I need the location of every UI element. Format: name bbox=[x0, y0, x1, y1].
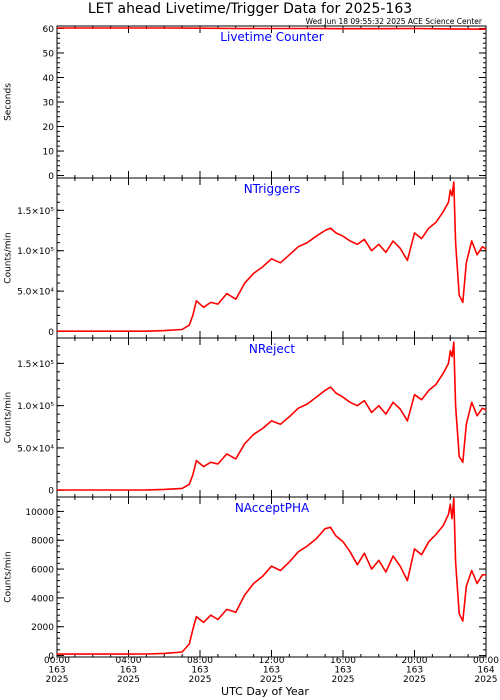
panels: 0 10 20 30 40 50 60 Seconds Livetime Counter 0 5.0… bbox=[4, 25, 487, 662]
series-line bbox=[57, 341, 487, 491]
y-tick-label: 20 bbox=[43, 123, 55, 133]
x-tick-label: 04:00 163 2025 bbox=[116, 656, 142, 685]
y-tick-label: 2000 bbox=[31, 623, 54, 633]
panel-title: NTriggers bbox=[244, 182, 301, 196]
y-tick-label: 1.0×10⁵ bbox=[17, 247, 54, 257]
y-tick-label: 10 bbox=[43, 148, 55, 158]
panel-title: NAcceptPHA bbox=[235, 501, 310, 515]
x-tick-labels: 00:00 163 2025 04:00 163 2025 08:00 163 2025 12:0… bbox=[44, 656, 499, 685]
y-tick-label: 60 bbox=[43, 25, 55, 35]
x-tick-label: 16:00 163 2025 bbox=[330, 656, 356, 685]
panel-frame bbox=[56, 177, 487, 339]
y-tick-label: 4000 bbox=[31, 594, 54, 604]
panel-2: 0 5.0×10⁴ 1.0×10⁵ 1.5×10⁵ Counts/min NReject bbox=[4, 337, 487, 498]
y-tick-label: 40 bbox=[43, 74, 55, 84]
x-tick-label: 12:00 163 2025 bbox=[259, 656, 285, 685]
y-tick-label: 5.0×10⁴ bbox=[17, 444, 54, 454]
y-tick-label: 1.5×10⁵ bbox=[17, 207, 54, 217]
y-axis-label: Seconds bbox=[4, 83, 14, 121]
y-tick-label: 5.0×10⁴ bbox=[17, 288, 54, 298]
y-tick-label: 0 bbox=[48, 652, 54, 662]
panel-frame bbox=[56, 337, 487, 498]
series-line bbox=[57, 497, 486, 655]
x-tick-label: 08:00 163 2025 bbox=[187, 656, 213, 685]
panel-title: Livetime Counter bbox=[220, 30, 323, 44]
timestamp: Wed Jun 18 09:55:32 2025 ACE Science Cen… bbox=[306, 17, 483, 26]
y-tick-label: 50 bbox=[43, 49, 55, 59]
chart-title: LET ahead Livetime/Trigger Data for 2025… bbox=[88, 1, 412, 17]
y-tick-label: 0 bbox=[48, 328, 54, 338]
y-tick-label: 1.5×10⁵ bbox=[17, 360, 54, 370]
series-line bbox=[57, 27, 487, 30]
series-line bbox=[57, 181, 487, 332]
x-tick-label: 00:00 163 2025 bbox=[44, 656, 70, 685]
y-tick-label: 10000 bbox=[25, 508, 54, 518]
y-tick-label: 30 bbox=[43, 99, 55, 109]
y-tick-label: 0 bbox=[48, 487, 54, 497]
y-tick-label: 1.0×10⁵ bbox=[17, 402, 54, 412]
y-tick-label: 0 bbox=[48, 172, 54, 182]
panel-1: 0 5.0×10⁴ 1.0×10⁵ 1.5×10⁵ Counts/min NTrigger… bbox=[4, 177, 487, 339]
x-tick-label: 20:00 163 2025 bbox=[402, 656, 428, 685]
y-tick-label: 8000 bbox=[31, 537, 54, 547]
y-axis-label: Counts/min bbox=[4, 232, 14, 283]
panel-title: NReject bbox=[249, 342, 295, 356]
y-axis-label: Counts/min bbox=[4, 392, 14, 443]
panel-3: 0 2000 4000 6000 8000 10000 Counts/min NAcceptP… bbox=[4, 496, 487, 662]
panel-frame bbox=[56, 25, 487, 179]
x-axis-label: UTC Day of Year bbox=[221, 685, 309, 698]
panel-0: 0 10 20 30 40 50 60 Seconds Livetime Counter bbox=[4, 25, 487, 182]
x-tick-label: 00:00 164 2025 bbox=[473, 656, 499, 685]
y-axis-label: Counts/min bbox=[4, 551, 14, 602]
panel-frame bbox=[56, 496, 487, 658]
y-tick-label: 6000 bbox=[31, 566, 54, 576]
